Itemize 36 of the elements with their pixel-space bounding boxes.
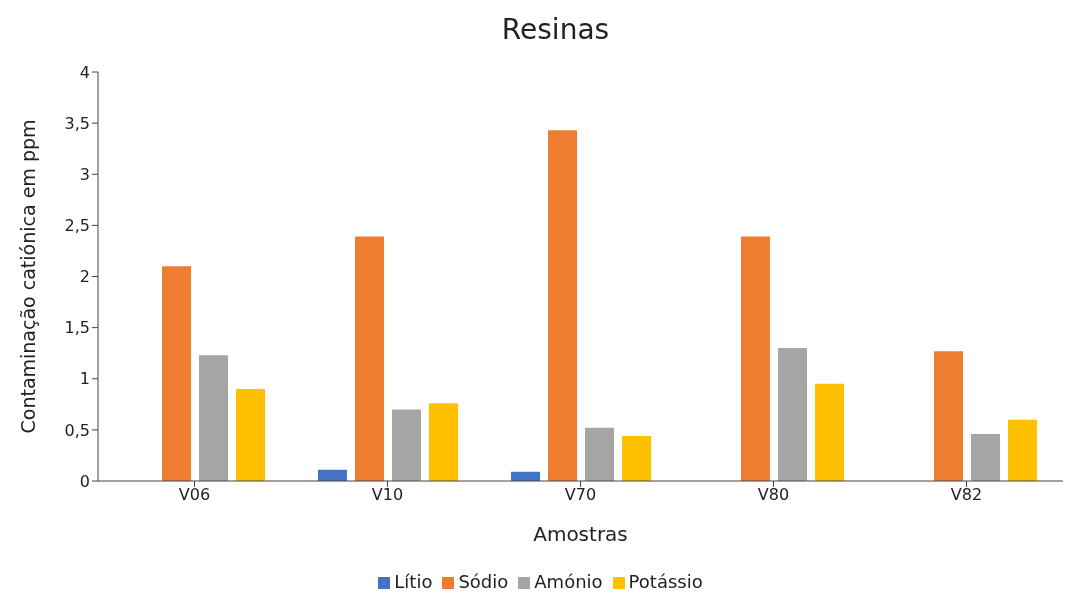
y-tick-label: 3,5: [64, 113, 90, 133]
bar: [815, 383, 845, 481]
y-axis-title: Contaminação catiónica em ppm: [16, 119, 39, 434]
y-tick-label: 4: [79, 62, 90, 82]
bar: [392, 409, 422, 481]
x-tick-label: V80: [757, 485, 790, 505]
y-tick-label: 1,5: [64, 318, 90, 338]
legend-label: Amónio: [534, 571, 603, 592]
bar: [934, 351, 964, 481]
chart-title: Resinas: [500, 12, 611, 48]
bar: [429, 403, 459, 481]
y-tick-label: 3: [79, 164, 90, 184]
bar: [236, 388, 266, 481]
y-tick-label: 0,5: [64, 420, 90, 440]
bar: [1008, 419, 1038, 481]
bar: [778, 348, 808, 481]
x-tick-label: V82: [950, 485, 983, 505]
y-tick-label: 0: [79, 471, 90, 491]
bar: [971, 433, 1001, 481]
bar: [585, 427, 615, 481]
y-tick-label: 2,5: [64, 216, 90, 236]
bar: [199, 355, 229, 481]
x-tick-label: V70: [564, 485, 597, 505]
x-tick-label: V10: [371, 485, 404, 505]
x-axis-title: Amostras: [533, 522, 628, 546]
bar: [355, 236, 385, 481]
y-tick-label: 2: [79, 267, 90, 287]
bar: [741, 236, 771, 481]
y-tick-label: 1: [79, 369, 90, 389]
legend-label: Lítio: [394, 571, 433, 592]
x-tick-label: V06: [178, 485, 211, 505]
legend-label: Potássio: [628, 571, 703, 592]
bar: [162, 266, 192, 481]
legend-label: Sódio: [458, 571, 509, 592]
bar: [548, 130, 578, 481]
bar: [622, 436, 652, 481]
